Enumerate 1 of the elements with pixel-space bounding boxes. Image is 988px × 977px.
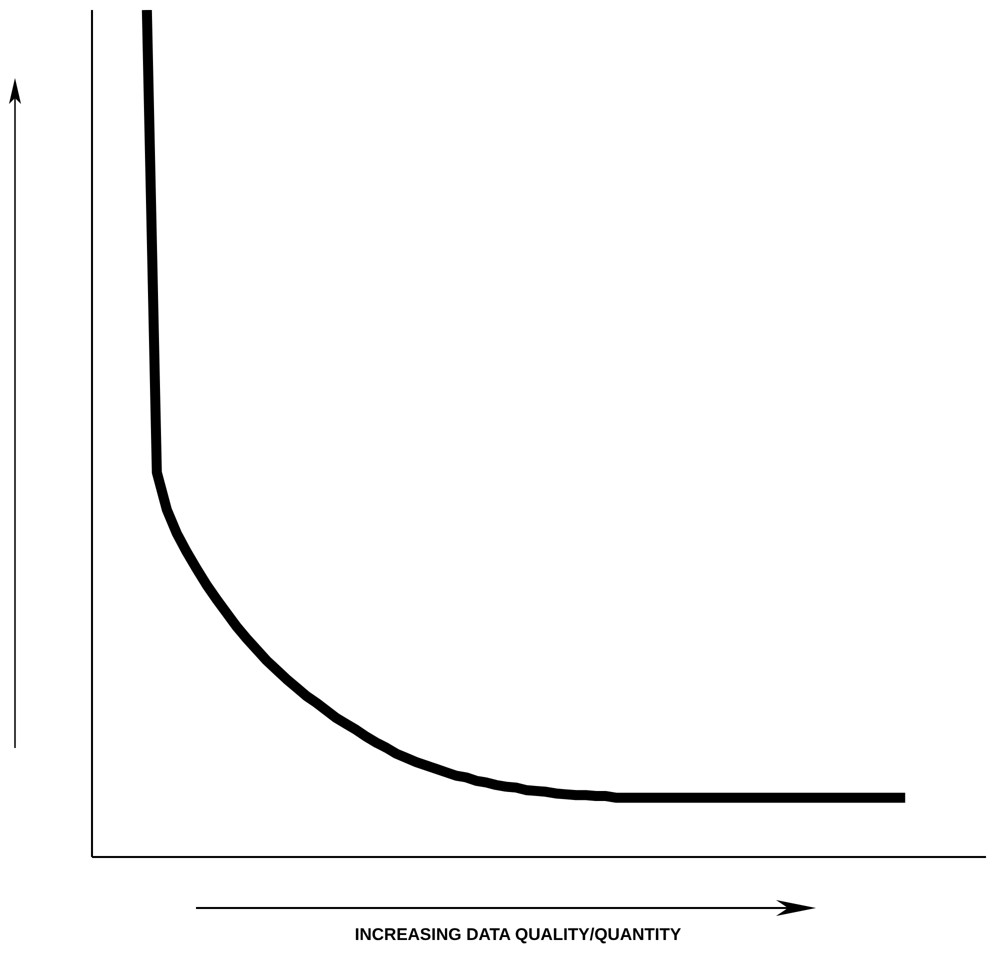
x-axis-title: INCREASING DATA QUALITY/QUANTITY [354, 925, 682, 945]
